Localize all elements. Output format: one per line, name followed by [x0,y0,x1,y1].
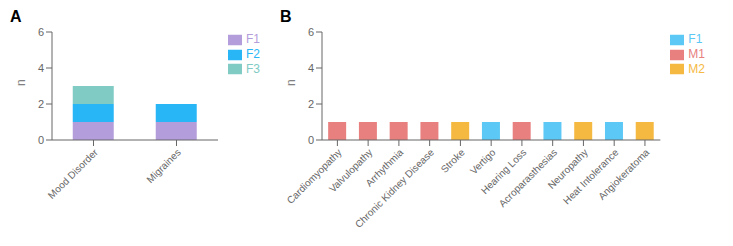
svg-text:Migraines: Migraines [144,147,182,185]
svg-text:Neuropathy: Neuropathy [545,146,590,191]
svg-text:Chronic Kidney Disease: Chronic Kidney Disease [353,146,437,230]
svg-text:2: 2 [38,98,44,110]
svg-text:n: n [14,79,28,86]
html-text:F1: F1 [688,32,703,46]
html-text:A: A [10,8,22,25]
html-text:F3: F3 [246,61,260,76]
svg-text:Heat Intolerance: Heat Intolerance [561,146,621,206]
svg-text:Valvulopathy: Valvulopathy [327,147,375,195]
html-text:F1: F1 [246,32,260,46]
html-text:M2: M2 [688,61,705,76]
svg-text:Acroparasthesias: Acroparasthesias [496,146,560,210]
svg-text:Vertigo: Vertigo [468,146,498,176]
svg-text:0: 0 [38,134,44,146]
svg-text:Arrhythmia: Arrhythmia [363,146,406,189]
svg-text:4: 4 [308,62,314,74]
svg-text:2: 2 [308,98,314,110]
svg-text:6: 6 [38,26,44,38]
svg-text:4: 4 [38,62,44,74]
svg-text:Stroke: Stroke [439,146,468,175]
svg-text:Mood Disorder: Mood Disorder [46,146,101,201]
svg-text:6: 6 [308,26,314,38]
svg-text:0: 0 [308,134,314,146]
svg-text:Cardiomyopathy: Cardiomyopathy [285,147,344,206]
html-text:B: B [280,8,292,25]
html-text:F2: F2 [246,46,260,61]
svg-text:Hearing Loss: Hearing Loss [478,146,529,197]
svg-text:Angiokeratoma: Angiokeratoma [596,146,652,202]
html-text:M1: M1 [688,46,705,61]
svg-text:n: n [284,79,298,86]
